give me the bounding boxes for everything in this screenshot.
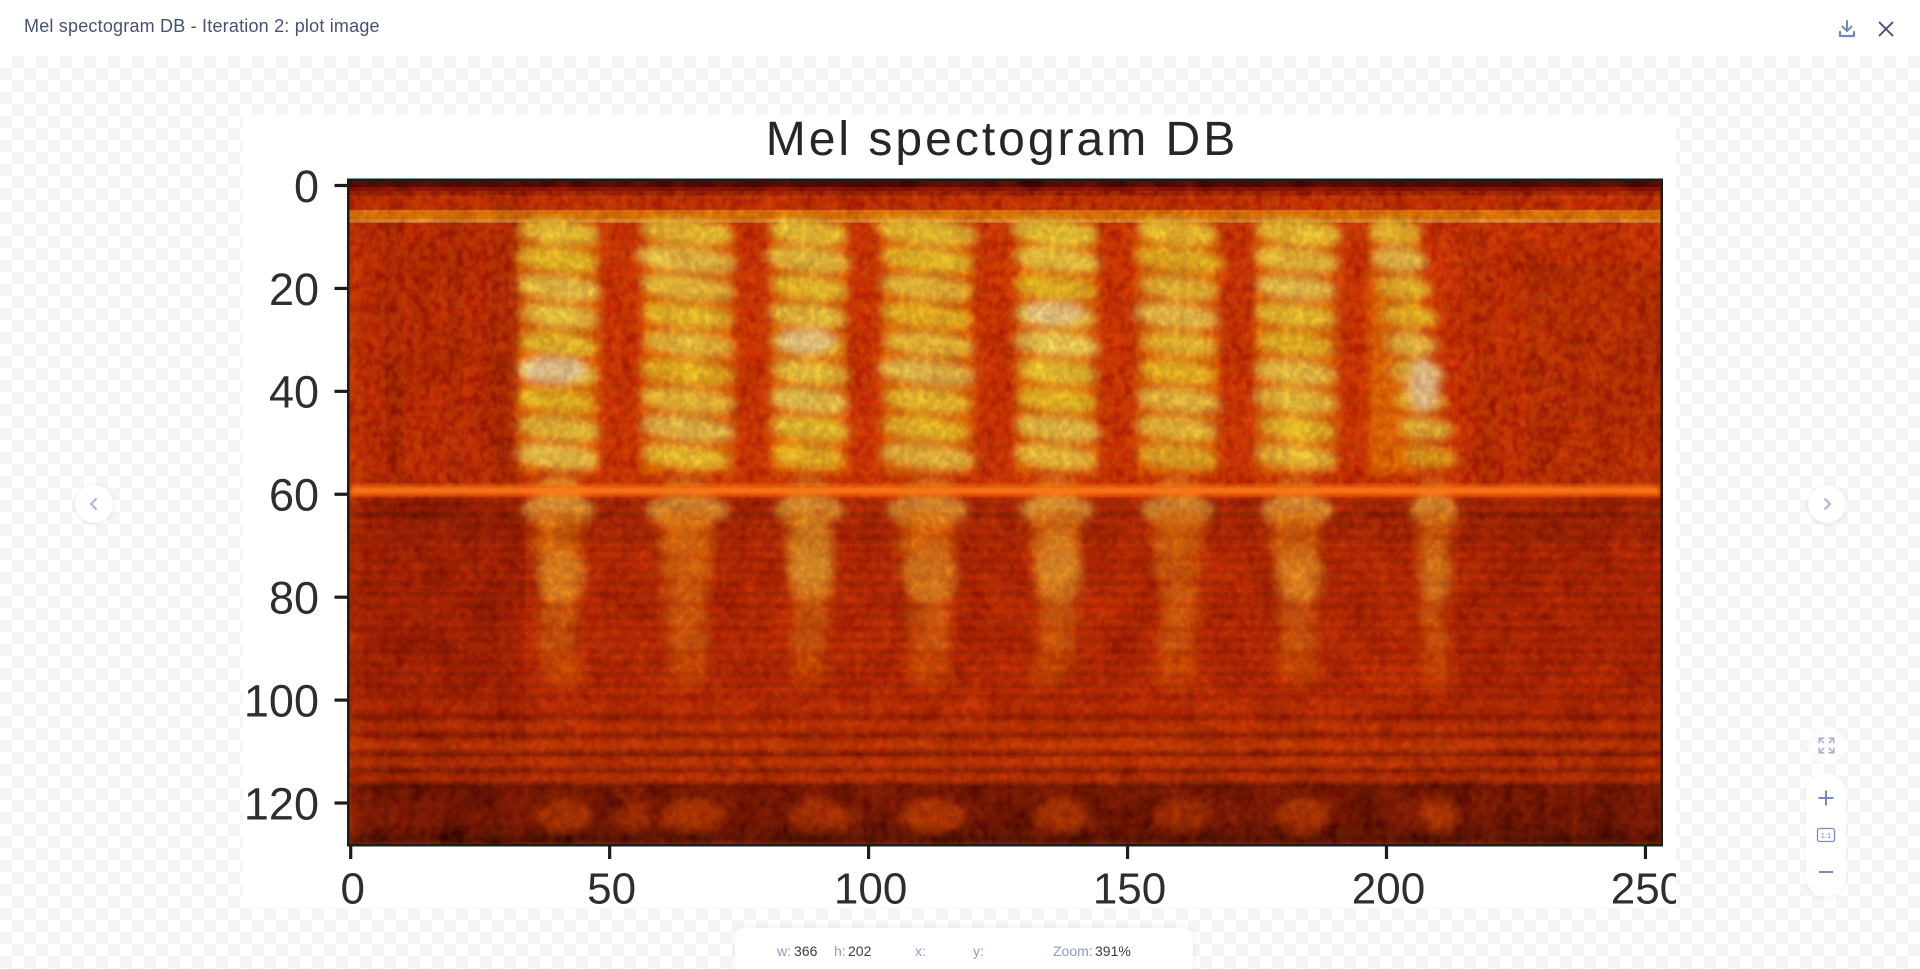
- svg-text:50: 50: [587, 865, 636, 908]
- svg-text:0: 0: [340, 865, 364, 908]
- svg-text:120: 120: [244, 778, 319, 829]
- svg-text:150: 150: [1093, 865, 1166, 908]
- svg-text:1:1: 1:1: [1821, 831, 1831, 840]
- svg-text:80: 80: [269, 573, 319, 624]
- svg-text:40: 40: [269, 367, 319, 418]
- svg-text:250: 250: [1611, 865, 1676, 908]
- svg-text:100: 100: [834, 865, 907, 908]
- svg-text:60: 60: [269, 470, 319, 521]
- svg-text:200: 200: [1352, 865, 1425, 908]
- svg-text:0: 0: [294, 161, 319, 212]
- svg-text:20: 20: [269, 264, 319, 315]
- svg-text:100: 100: [244, 676, 319, 727]
- svg-text:Mel spectogram DB: Mel spectogram DB: [766, 115, 1238, 166]
